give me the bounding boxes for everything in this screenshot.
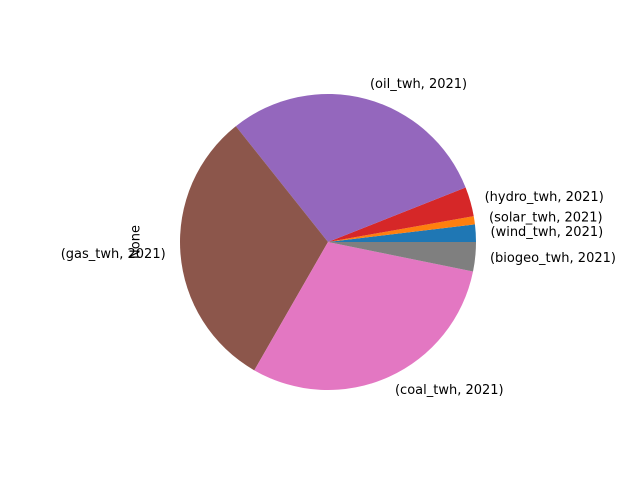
pie-slice xyxy=(235,93,466,242)
slice-label: (wind_twh, 2021) xyxy=(491,225,604,240)
pie-slice xyxy=(179,126,328,371)
pie-slices xyxy=(179,93,476,391)
pie-slice xyxy=(254,242,474,391)
y-axis-label: None xyxy=(129,225,144,259)
slice-label: (biogeo_twh, 2021) xyxy=(490,251,616,266)
pie-slice xyxy=(328,187,474,242)
slice-labels: (wind_twh, 2021)(solar_twh, 2021) (hydro_… xyxy=(61,77,616,398)
pie-slice xyxy=(328,242,476,272)
slice-label: (hydro_twh, 2021) xyxy=(485,190,604,205)
slice-label: (solar_twh, 2021) xyxy=(489,211,603,226)
slice-label: (oil_twh, 2021) xyxy=(370,77,467,92)
pie-slice xyxy=(328,224,476,242)
pie-slice xyxy=(328,216,475,242)
slice-label: (coal_twh, 2021) xyxy=(395,383,504,398)
slice-label: (gas_twh, 2021) xyxy=(61,247,166,262)
